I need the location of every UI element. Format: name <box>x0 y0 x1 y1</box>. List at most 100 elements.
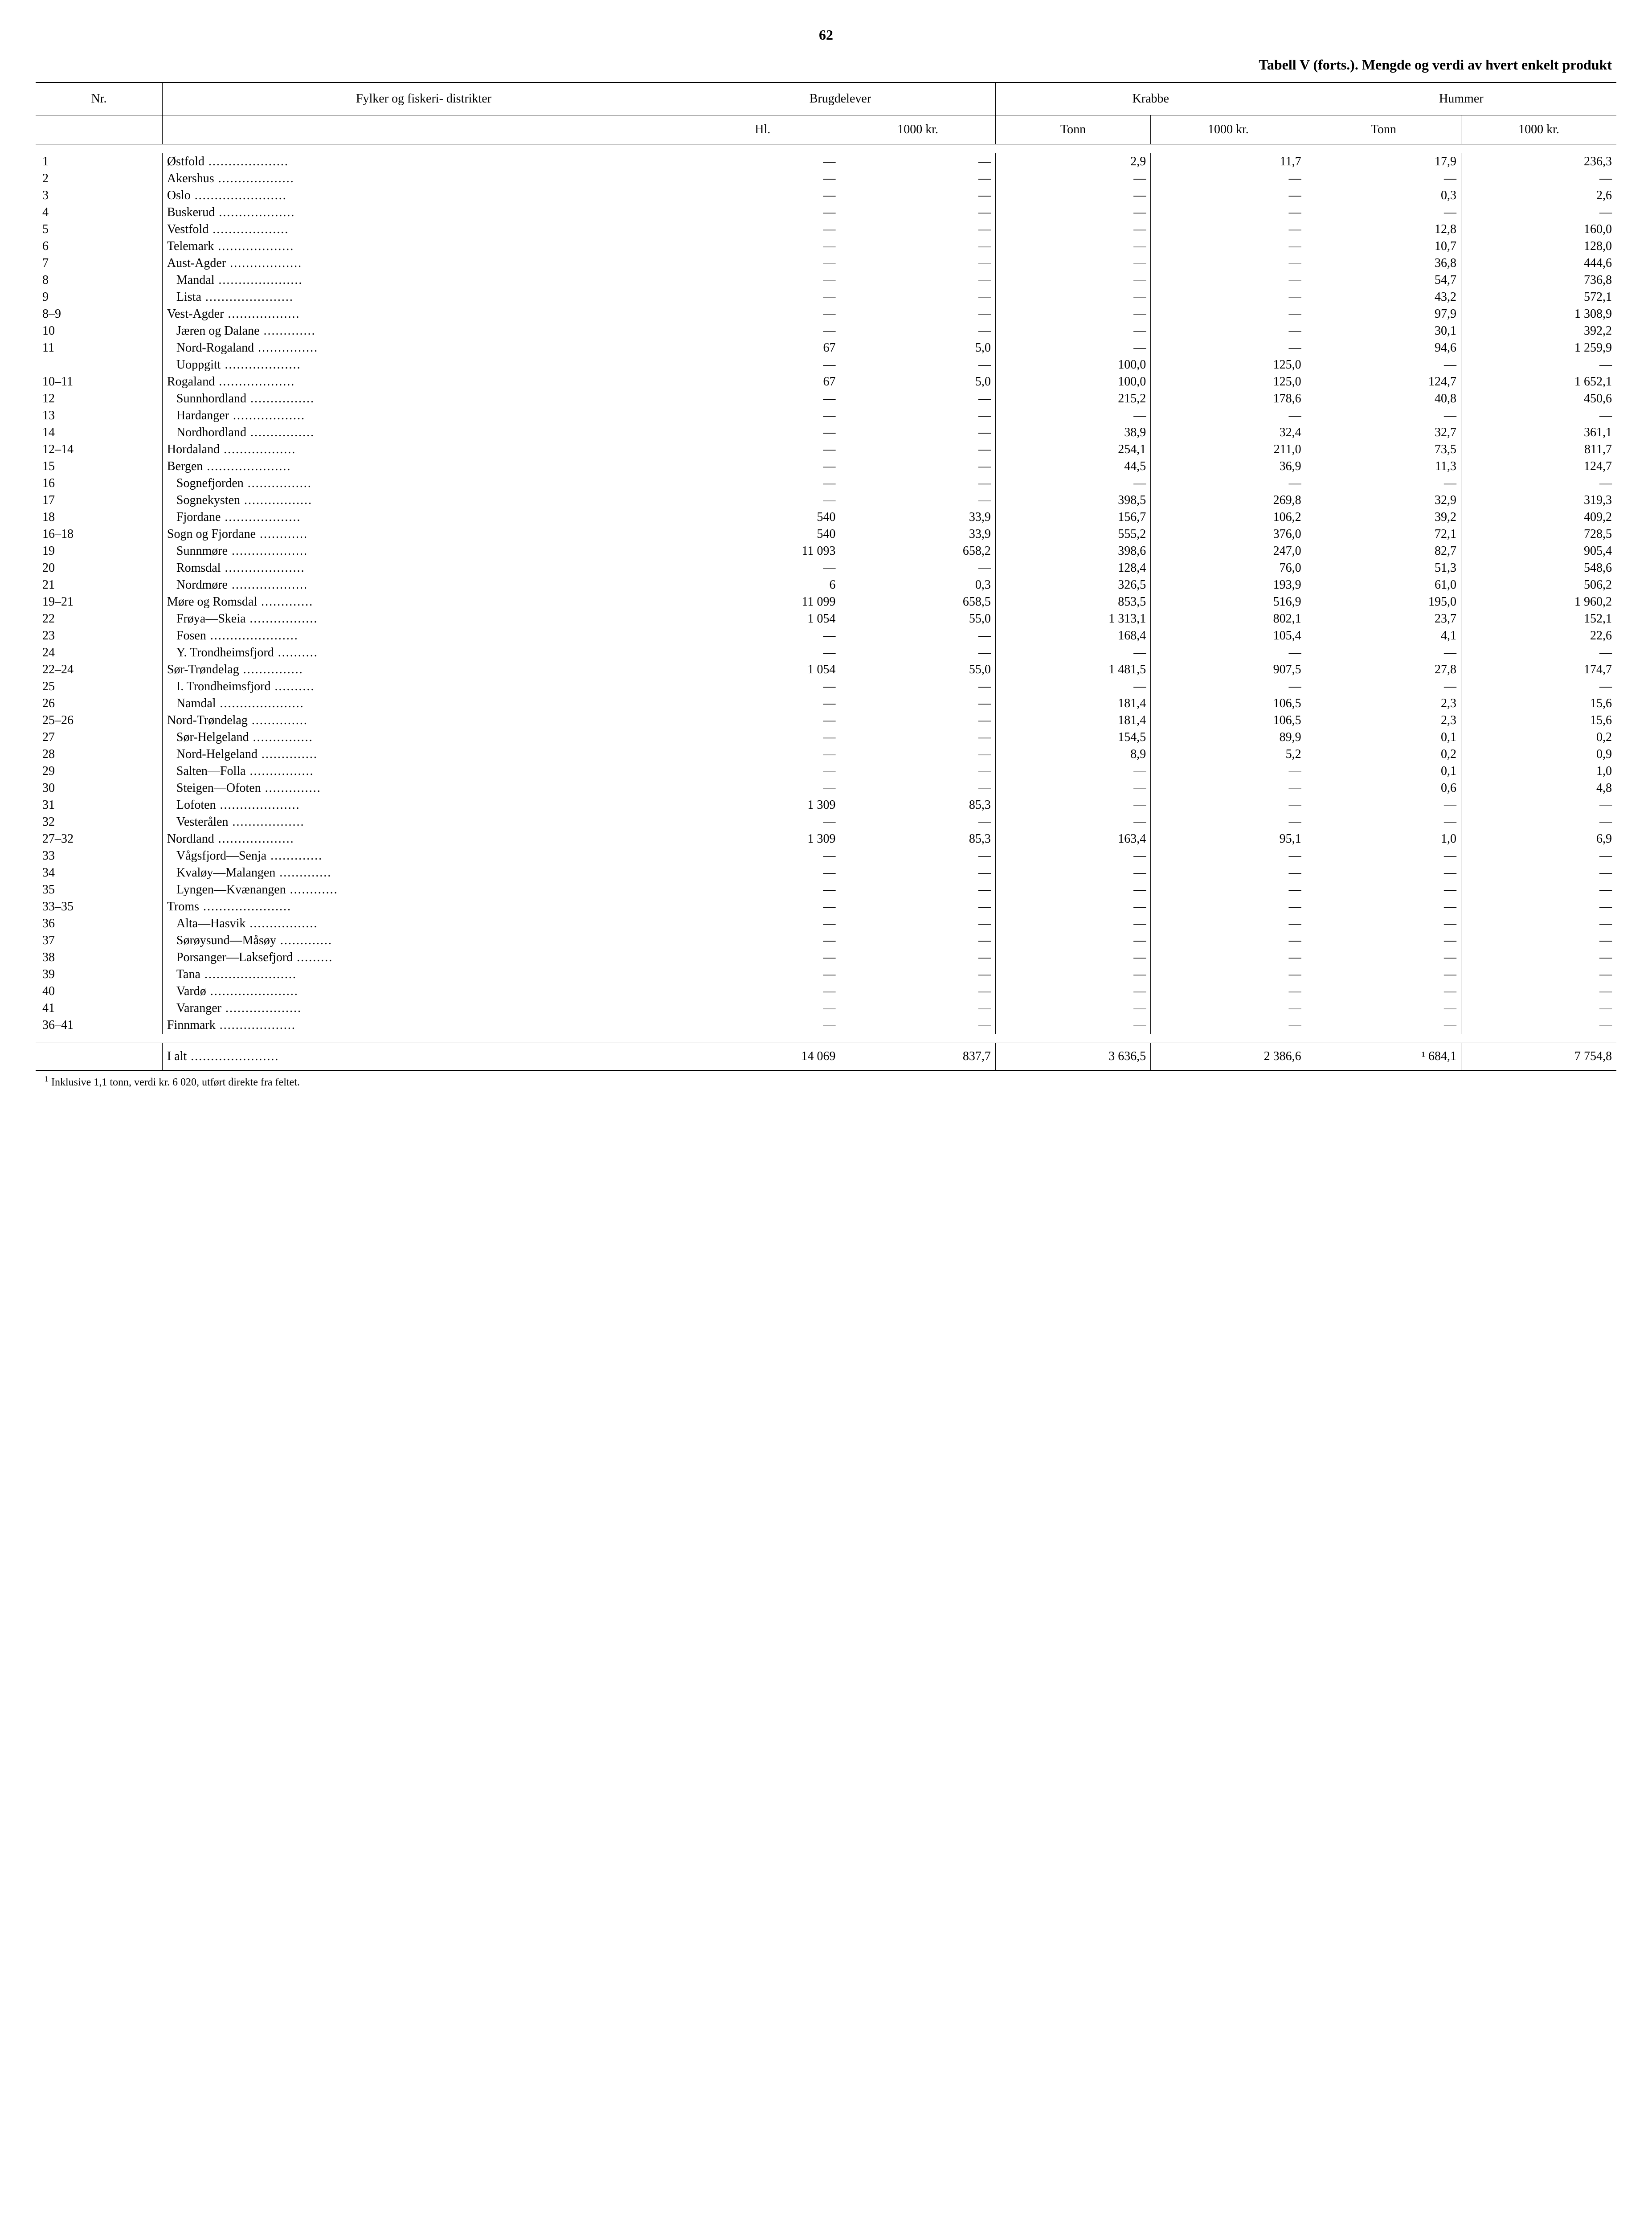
cell-value: — <box>685 881 840 898</box>
cell-name: Sogn og Fjordane ............ <box>162 526 685 543</box>
cell-value: 55,0 <box>840 610 995 627</box>
cell-value: — <box>1306 1000 1461 1017</box>
table-row: 37 Sørøysund—Måsøy .............—————— <box>36 932 1616 949</box>
table-row: 8 Mandal .....................————54,773… <box>36 272 1616 289</box>
cell-value: — <box>685 1017 840 1034</box>
cell-value: — <box>995 983 1150 1000</box>
cell-value: — <box>1461 475 1616 492</box>
cell-value: 100,0 <box>995 373 1150 390</box>
cell-value: 105,4 <box>1151 627 1306 644</box>
cell-value: 215,2 <box>995 390 1150 407</box>
table-row: 23 Fosen ......................——168,410… <box>36 627 1616 644</box>
cell-value: 95,1 <box>1151 831 1306 848</box>
cell-name: Varanger ................... <box>162 1000 685 1017</box>
cell-value: — <box>1151 814 1306 831</box>
cell-value: — <box>1306 644 1461 661</box>
cell-value: — <box>1306 678 1461 695</box>
cell-value: — <box>995 678 1150 695</box>
cell-value: — <box>1151 170 1306 187</box>
cell-value: — <box>685 763 840 780</box>
cell-nr: 5 <box>36 221 162 238</box>
cell-value: 658,2 <box>840 543 995 560</box>
cell-nr: 11 <box>36 340 162 356</box>
cell-name: Sør-Helgeland ............... <box>162 729 685 746</box>
cell-value: 54,7 <box>1306 272 1461 289</box>
cell-value: — <box>840 424 995 441</box>
cell-value: — <box>685 848 840 864</box>
cell-value: — <box>840 407 995 424</box>
cell-value: 2,3 <box>1306 712 1461 729</box>
cell-name: Buskerud ................... <box>162 204 685 221</box>
cell-value: 1 313,1 <box>995 610 1150 627</box>
cell-value: — <box>685 678 840 695</box>
cell-value: 0,3 <box>840 577 995 594</box>
cell-value: 6 <box>685 577 840 594</box>
table-row: 22–24Sør-Trøndelag ...............1 0545… <box>36 661 1616 678</box>
cell-value: — <box>840 949 995 966</box>
cell-value: — <box>1151 323 1306 340</box>
cell-value: 2 386,6 <box>1151 1043 1306 1071</box>
table-row: 15Bergen .....................——44,536,9… <box>36 458 1616 475</box>
cell-nr: 12 <box>36 390 162 407</box>
cell-value: 540 <box>685 526 840 543</box>
cell-value: — <box>1461 898 1616 915</box>
cell-value: — <box>685 323 840 340</box>
cell-value: — <box>1306 932 1461 949</box>
cell-name: Salten—Folla ................ <box>162 763 685 780</box>
cell-value: — <box>685 187 840 204</box>
cell-value: 11 099 <box>685 594 840 610</box>
cell-value: 10,7 <box>1306 238 1461 255</box>
cell-value: — <box>685 441 840 458</box>
cell-value: — <box>840 272 995 289</box>
cell-name: Østfold .................... <box>162 153 685 170</box>
cell-value: 4,1 <box>1306 627 1461 644</box>
cell-value: 168,4 <box>995 627 1150 644</box>
cell-value: — <box>1151 678 1306 695</box>
cell-value: 1 309 <box>685 831 840 848</box>
cell-value: — <box>685 458 840 475</box>
subheader-kr3: 1000 kr. <box>1461 115 1616 144</box>
cell-value: 392,2 <box>1461 323 1616 340</box>
cell-value: 181,4 <box>995 695 1150 712</box>
cell-value: — <box>840 356 995 373</box>
cell-name: Namdal ..................... <box>162 695 685 712</box>
cell-value: — <box>685 306 840 323</box>
cell-value: — <box>1151 1000 1306 1017</box>
cell-value: 0,3 <box>1306 187 1461 204</box>
cell-nr: 14 <box>36 424 162 441</box>
cell-value: — <box>995 340 1150 356</box>
cell-name: Steigen—Ofoten .............. <box>162 780 685 797</box>
cell-value: 736,8 <box>1461 272 1616 289</box>
cell-value: 32,4 <box>1151 424 1306 441</box>
cell-value: — <box>995 323 1150 340</box>
cell-value: — <box>1461 356 1616 373</box>
cell-value: 506,2 <box>1461 577 1616 594</box>
cell-nr: 25–26 <box>36 712 162 729</box>
cell-value: — <box>995 238 1150 255</box>
cell-nr: 39 <box>36 966 162 983</box>
cell-value: — <box>685 695 840 712</box>
cell-value: 0,1 <box>1306 763 1461 780</box>
cell-nr: 2 <box>36 170 162 187</box>
cell-nr <box>36 1043 162 1071</box>
table-row: 29 Salten—Folla ................————0,11… <box>36 763 1616 780</box>
cell-name: Tana ....................... <box>162 966 685 983</box>
cell-nr: 28 <box>36 746 162 763</box>
cell-value: — <box>685 221 840 238</box>
cell-value: 124,7 <box>1461 458 1616 475</box>
cell-nr: 34 <box>36 864 162 881</box>
cell-value: — <box>1151 1017 1306 1034</box>
cell-value: 55,0 <box>840 661 995 678</box>
cell-value: 0,6 <box>1306 780 1461 797</box>
cell-value: 247,0 <box>1151 543 1306 560</box>
cell-value: 163,4 <box>995 831 1150 848</box>
table-row: 32 Vesterålen ..................—————— <box>36 814 1616 831</box>
cell-name: Y. Trondheimsfjord .......... <box>162 644 685 661</box>
cell-value: 398,5 <box>995 492 1150 509</box>
cell-value: 181,4 <box>995 712 1150 729</box>
cell-value: — <box>840 204 995 221</box>
table-row: 39 Tana .......................—————— <box>36 966 1616 983</box>
cell-value: 43,2 <box>1306 289 1461 306</box>
cell-value: — <box>685 966 840 983</box>
cell-value: 0,9 <box>1461 746 1616 763</box>
